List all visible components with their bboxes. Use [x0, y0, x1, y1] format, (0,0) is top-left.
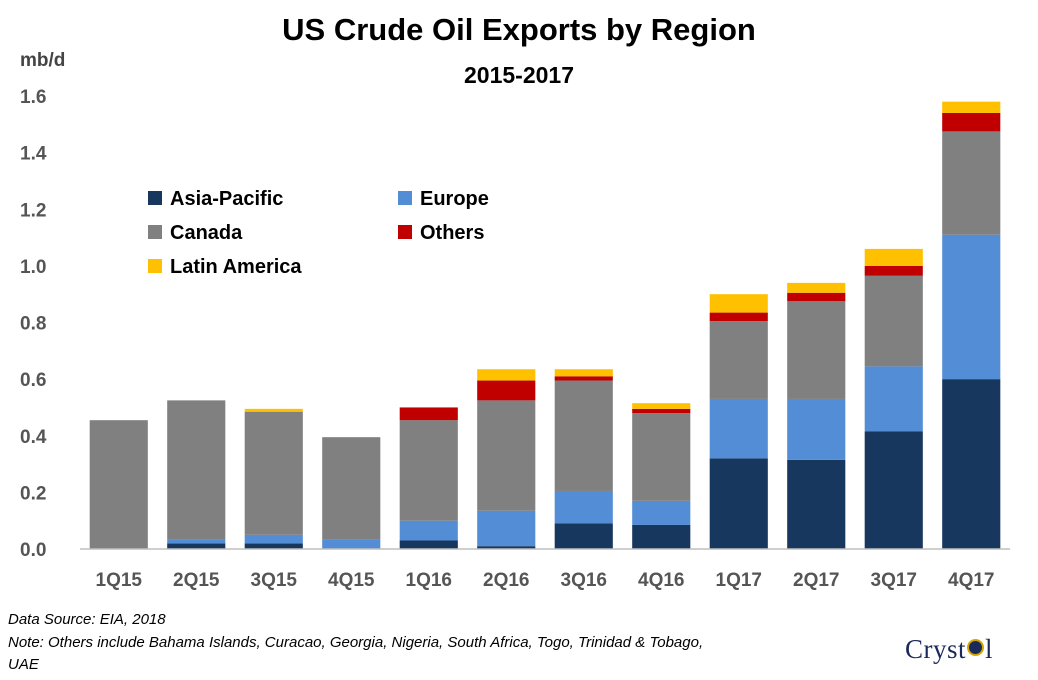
bar-segment-others-1q17 — [709, 312, 768, 322]
chart-subtitle: 2015-2017 — [464, 62, 574, 88]
x-tick-label: 4Q15 — [328, 570, 375, 591]
bar-segment-canada-2q15 — [167, 400, 226, 540]
bar-segment-canada-1q15 — [89, 420, 148, 549]
legend-label-europe: Europe — [420, 188, 489, 210]
y-tick-label: 1.0 — [20, 257, 46, 278]
bar-segment-canada-1q16 — [399, 420, 458, 521]
bar-segment-others-2q16 — [477, 380, 536, 401]
y-tick-label: 1.4 — [20, 144, 47, 165]
bar-segment-asia-pacific-3q16 — [554, 523, 613, 549]
x-tick-label: 3Q15 — [251, 570, 298, 591]
bar-segment-canada-1q17 — [709, 321, 768, 399]
bar-segment-europe-3q16 — [554, 490, 613, 524]
others-note-continued: UAE — [8, 656, 39, 673]
data-source-note: Data Source: EIA, 2018 — [8, 611, 166, 628]
x-tick-label: 4Q16 — [638, 570, 684, 591]
x-tick-label: 2Q17 — [793, 570, 839, 591]
bar-segment-europe-4q16 — [632, 500, 691, 525]
bar-segment-latin-america-1q17 — [709, 294, 768, 313]
legend-swatch-canada — [148, 225, 162, 239]
bar-segment-asia-pacific-4q16 — [632, 524, 691, 549]
y-tick-label: 0.0 — [20, 540, 46, 561]
bar-segment-canada-4q17 — [942, 131, 1001, 235]
y-tick-label: 0.8 — [20, 314, 46, 335]
others-note: Note: Others include Bahama Islands, Cur… — [8, 634, 704, 651]
bar-segment-others-2q17 — [787, 292, 846, 302]
bar-segment-europe-3q15 — [244, 534, 303, 544]
x-tick-label: 2Q16 — [483, 570, 529, 591]
legend-label-others: Others — [420, 222, 484, 244]
x-axis-ticks: 1Q15 2Q15 3Q15 4Q15 1Q16 2Q16 3Q16 4Q16 1Q17 2Q17… — [96, 570, 995, 591]
y-axis-ticks: 0.0 0.2 0.4 0.6 0.8 1.0 1.2 1.4 1.6 — [20, 87, 47, 561]
logo-text-left: Cryst — [905, 634, 967, 664]
crystol-logo: Cryst l — [905, 634, 993, 665]
legend-label-asia-pacific: Asia-Pacific — [170, 188, 283, 210]
bar-segment-canada-4q15 — [322, 437, 381, 540]
bar-segment-europe-4q15 — [322, 539, 381, 549]
bar-segment-others-3q17 — [864, 265, 923, 276]
stacked-bar-chart: 0.0 0.2 0.4 0.6 0.8 1.0 1.2 1.4 1.6 1Q15 2Q15 3Q15… — [20, 87, 1010, 591]
logo-text-right: l — [985, 634, 994, 664]
bar-segment-canada-3q16 — [554, 380, 613, 491]
x-tick-label: 3Q17 — [871, 570, 917, 591]
bar-segment-latin-america-4q16 — [632, 403, 691, 409]
x-tick-label: 1Q16 — [406, 570, 452, 591]
legend-swatch-latin-america — [148, 259, 162, 273]
y-tick-label: 1.2 — [20, 200, 46, 221]
bar-segment-latin-america-2q17 — [787, 282, 846, 293]
bar-segment-others-4q17 — [942, 112, 1001, 132]
x-tick-label: 1Q17 — [716, 570, 762, 591]
legend-swatch-others — [398, 225, 412, 239]
bar-segment-europe-1q16 — [399, 520, 458, 541]
x-tick-label: 2Q15 — [173, 570, 220, 591]
logo-globe-icon — [967, 639, 985, 656]
bar-segment-latin-america-4q17 — [942, 101, 1001, 113]
legend-label-latin-america: Latin America — [170, 256, 302, 278]
bar-segment-asia-pacific-1q17 — [709, 458, 768, 549]
bar-segment-asia-pacific-2q16 — [477, 546, 536, 549]
y-tick-label: 0.6 — [20, 370, 46, 391]
y-tick-label: 1.6 — [20, 87, 46, 108]
bar-segment-latin-america-3q16 — [554, 369, 613, 377]
bar-segment-others-1q16 — [399, 407, 458, 421]
bar-segment-canada-2q16 — [477, 400, 536, 511]
bar-segment-europe-2q17 — [787, 398, 846, 460]
bar-segment-latin-america-2q16 — [477, 369, 536, 381]
chart-title: US Crude Oil Exports by Region — [282, 12, 756, 47]
bar-segment-canada-4q16 — [632, 413, 691, 501]
bar-segment-europe-4q17 — [942, 234, 1001, 380]
y-tick-label: 0.4 — [20, 427, 47, 448]
bar-segment-asia-pacific-4q17 — [942, 379, 1001, 550]
bar-stacks — [89, 101, 1001, 550]
bar-segment-asia-pacific-3q17 — [864, 431, 923, 549]
legend-label-canada: Canada — [170, 222, 243, 244]
bar-segment-europe-3q17 — [864, 366, 923, 432]
x-tick-label: 1Q15 — [96, 570, 143, 591]
bar-segment-europe-1q17 — [709, 398, 768, 459]
bar-segment-asia-pacific-2q17 — [787, 459, 846, 549]
y-axis-unit-label: mb/d — [20, 50, 66, 71]
x-tick-label: 4Q17 — [948, 570, 994, 591]
y-tick-label: 0.2 — [20, 483, 46, 504]
legend-swatch-asia-pacific — [148, 191, 162, 205]
bar-segment-others-4q16 — [632, 408, 691, 414]
bar-segment-europe-2q16 — [477, 510, 536, 547]
bar-segment-canada-2q17 — [787, 301, 846, 399]
bar-segment-asia-pacific-1q16 — [399, 540, 458, 549]
bar-segment-latin-america-3q17 — [864, 248, 923, 266]
bar-segment-europe-2q15 — [167, 539, 226, 544]
bar-segment-others-3q16 — [554, 376, 613, 381]
legend-swatch-europe — [398, 191, 412, 205]
x-tick-label: 3Q16 — [561, 570, 607, 591]
bar-segment-asia-pacific-2q15 — [167, 543, 226, 549]
bar-segment-asia-pacific-3q15 — [244, 543, 303, 549]
legend: Asia-Pacific Europe Canada Others Latin Amer… — [148, 188, 489, 278]
bar-segment-latin-america-3q15 — [244, 408, 303, 412]
bar-segment-canada-3q15 — [244, 411, 303, 535]
bar-segment-canada-3q17 — [864, 275, 923, 367]
